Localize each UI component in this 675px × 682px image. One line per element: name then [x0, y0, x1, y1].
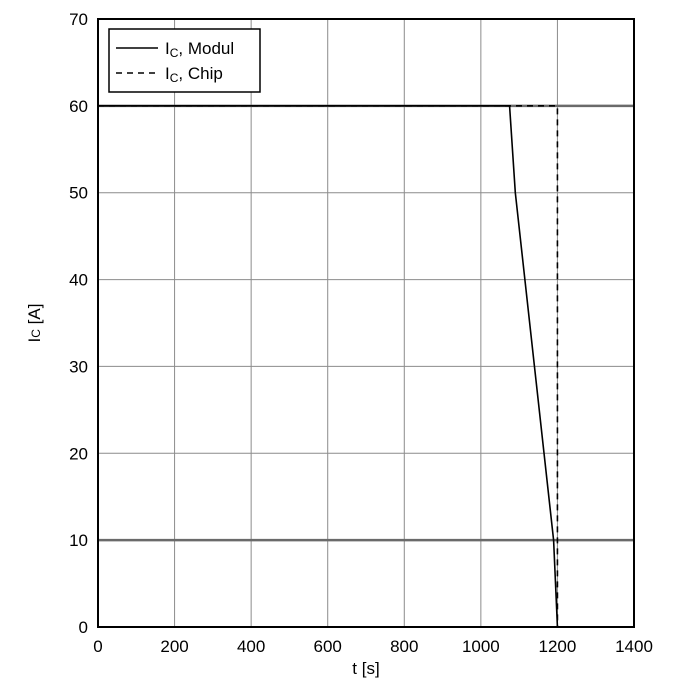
x-tick-labels: 0 200 400 600 800 1000 1200 1400	[93, 637, 653, 656]
x-tick-label-600: 600	[314, 637, 342, 656]
grid	[97, 18, 635, 628]
y-tick-label-60: 60	[69, 97, 88, 116]
legend-label-modul-sub: C	[170, 46, 179, 60]
x-tick-label-1400: 1400	[615, 637, 653, 656]
legend-label-chip-suffix: , Chip	[178, 64, 222, 83]
y-tick-label-20: 20	[69, 444, 88, 463]
legend-label-chip: IC, Chip	[165, 64, 223, 85]
y-tick-label-40: 40	[69, 271, 88, 290]
x-tick-label-0: 0	[93, 637, 102, 656]
legend-label-modul-suffix: , Modul	[178, 39, 234, 58]
y-tick-label-50: 50	[69, 184, 88, 203]
series-line-modul	[98, 105, 559, 628]
y-axis-label-main: I	[25, 338, 44, 343]
x-axis-label: t [s]	[352, 659, 379, 678]
x-tick-label-200: 200	[160, 637, 188, 656]
legend-label-modul: IC, Modul	[165, 39, 234, 60]
legend-label-modul-main: I	[165, 39, 170, 58]
x-tick-label-1200: 1200	[539, 637, 577, 656]
y-axis-label-sub: C	[29, 329, 43, 338]
y-tick-label-10: 10	[69, 531, 88, 550]
legend-label-chip-main: I	[165, 64, 170, 83]
highlight-gridlines	[98, 104, 634, 542]
legend-label-chip-sub: C	[170, 71, 179, 85]
series-line-chip	[98, 105, 559, 627]
y-tick-label-0: 0	[79, 618, 88, 637]
legend: IC, Modul IC, Chip	[108, 28, 261, 93]
series-lines	[98, 105, 559, 628]
y-axis-label: IC [A]	[25, 304, 44, 343]
y-tick-label-70: 70	[69, 10, 88, 29]
x-tick-label-400: 400	[237, 637, 265, 656]
y-axis-label-unit: [A]	[25, 304, 44, 330]
x-tick-label-1000: 1000	[462, 637, 500, 656]
y-tick-label-30: 30	[69, 357, 88, 376]
plot-frame	[97, 18, 635, 628]
x-tick-label-800: 800	[390, 637, 418, 656]
y-tick-labels: 0 10 20 30 40 50 60 70	[69, 10, 88, 637]
legend-box	[108, 28, 261, 93]
